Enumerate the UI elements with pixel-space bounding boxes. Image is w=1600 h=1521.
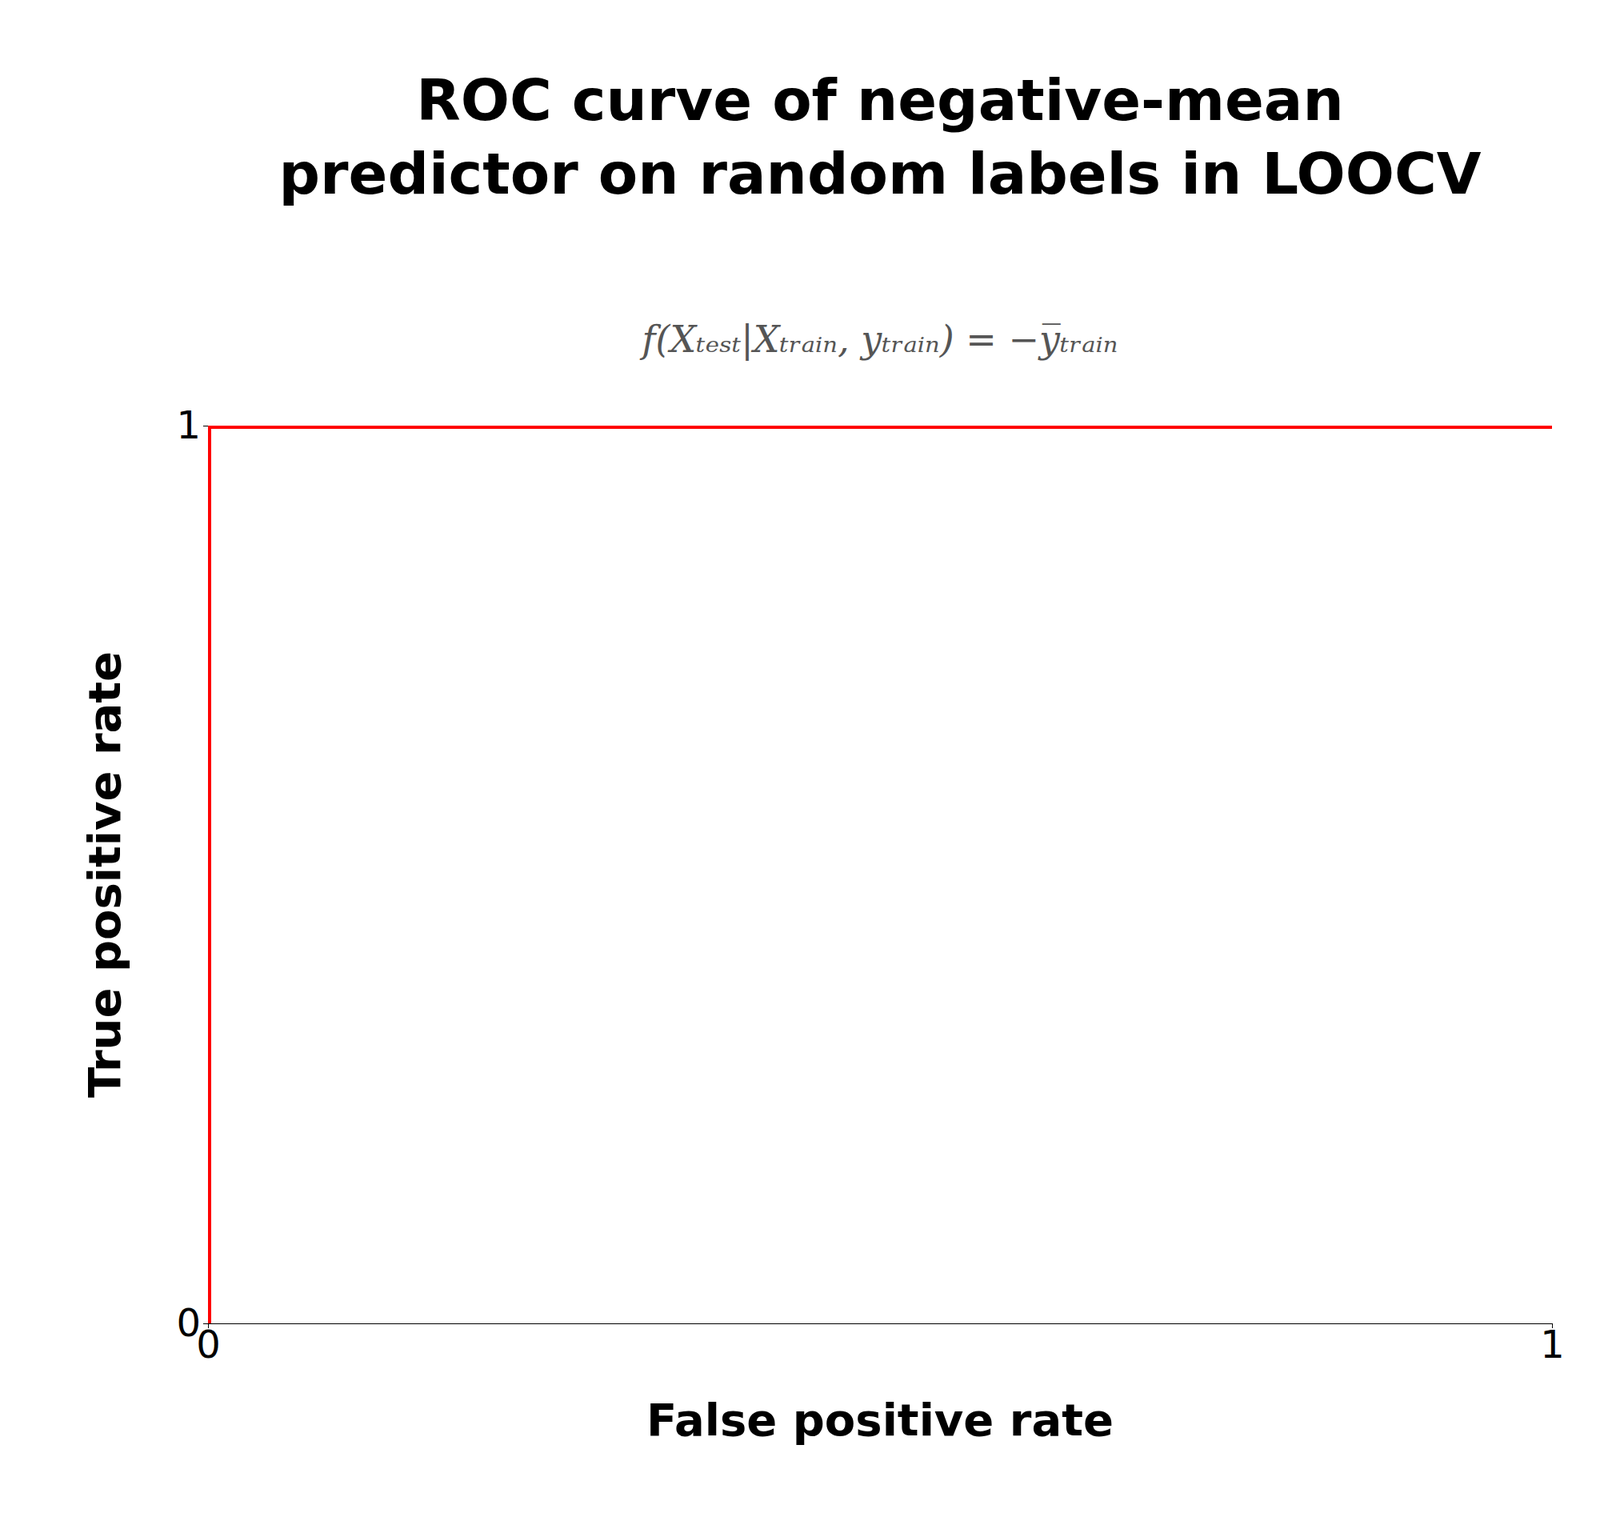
- x-axis: 01: [196, 1321, 1565, 1367]
- y-tick-label: 0: [176, 1300, 201, 1345]
- y-tick-mark: [203, 425, 208, 427]
- title: ROC curve of negative-meanpredictor on r…: [279, 66, 1482, 208]
- y-axis-title: True positive rate: [78, 651, 131, 1098]
- chart: ROC curve of negative-meanpredictor on r…: [0, 0, 1600, 1521]
- y-tick: 0: [176, 1300, 208, 1345]
- marks: [208, 425, 1552, 1324]
- roc-line: [208, 425, 1552, 1324]
- x-tick-label: 1: [1540, 1321, 1565, 1367]
- title-line: ROC curve of negative-mean: [416, 66, 1344, 134]
- x-tick: 1: [1540, 1321, 1565, 1367]
- y-tick: 1: [176, 402, 208, 448]
- subtitle: f(Xₜₑₛₜ|Xₜᵣₐᵢₙ, yₜᵣₐᵢₙ) = −y̅ₜᵣₐᵢₙ: [640, 317, 1119, 361]
- plot: 0101: [176, 402, 1564, 1367]
- x-axis-title: False positive rate: [646, 1393, 1114, 1446]
- y-tick-label: 1: [176, 402, 201, 448]
- title-line: predictor on random labels in LOOCV: [279, 140, 1482, 208]
- y-tick-mark: [203, 1323, 208, 1324]
- y-axis: 01: [176, 402, 208, 1345]
- x-axis-line: [208, 1323, 1553, 1324]
